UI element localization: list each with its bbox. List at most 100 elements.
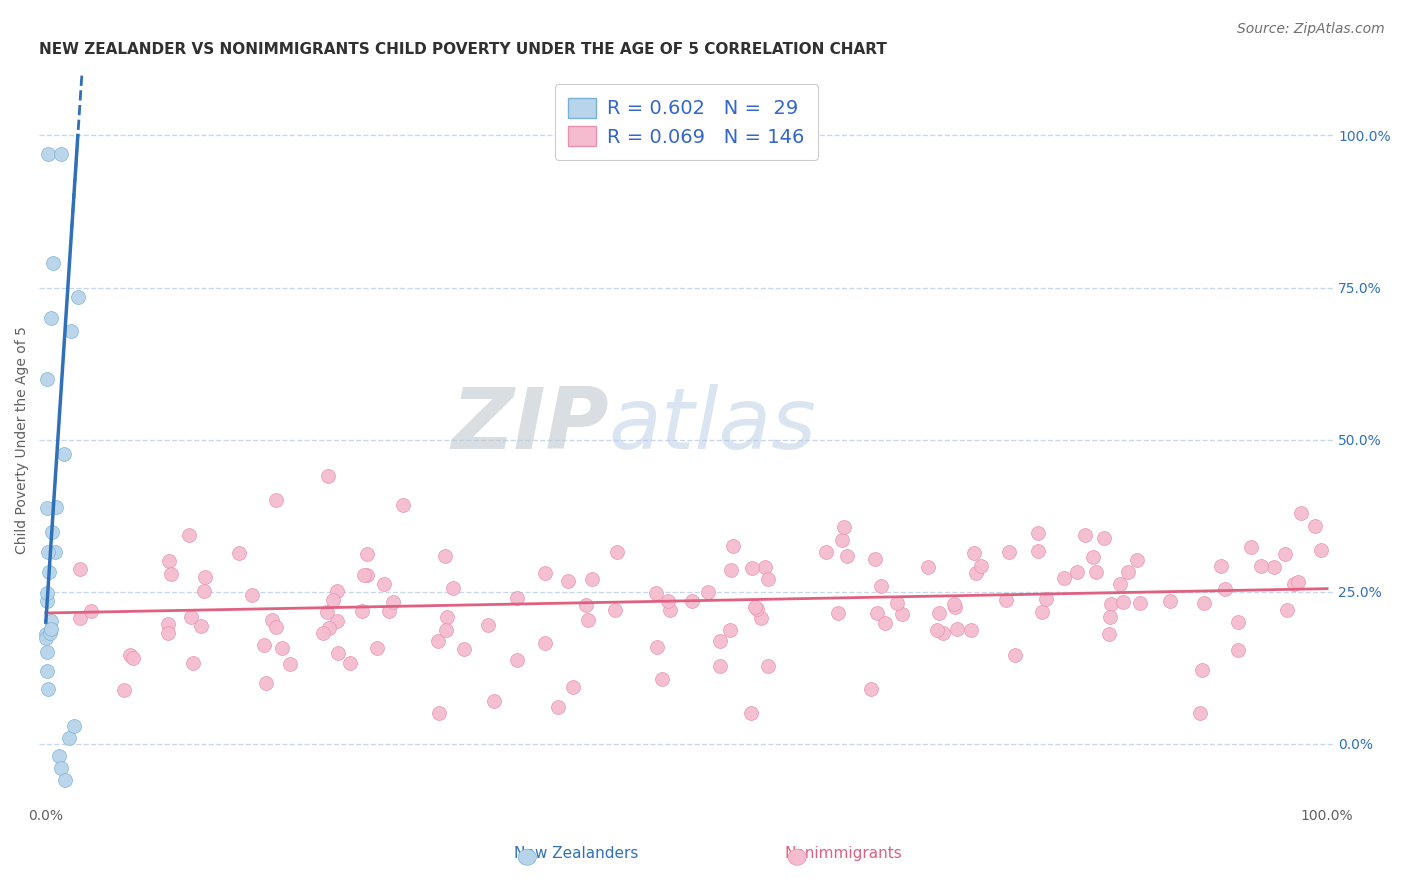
Point [240, 588, 263, 602]
Point [48, 748, 70, 763]
Point [60, 324, 83, 338]
Point [931, 625, 953, 640]
Point [53, 773, 76, 788]
Text: atlas: atlas [609, 384, 817, 467]
Point [1305, 519, 1327, 533]
Point [1098, 610, 1121, 624]
Point [534, 636, 557, 650]
Point [740, 706, 762, 721]
Point [453, 641, 475, 656]
Point [943, 597, 966, 611]
Point [749, 611, 772, 625]
Point [45, 500, 67, 514]
Point [353, 568, 375, 582]
Point [156, 616, 179, 631]
Point [886, 596, 908, 610]
Point [312, 626, 335, 640]
Point [194, 570, 217, 584]
Point [1213, 582, 1236, 596]
Point [651, 672, 673, 686]
Point [1159, 593, 1181, 607]
Point [392, 499, 415, 513]
Point [1194, 596, 1216, 610]
Point [998, 545, 1021, 559]
Point [1053, 571, 1076, 585]
Point [39, 614, 62, 628]
Point [1004, 648, 1026, 662]
Point [316, 469, 339, 483]
Point [927, 623, 949, 637]
Point [1081, 550, 1104, 565]
Point [58, 731, 80, 745]
Point [866, 606, 889, 620]
Point [326, 584, 349, 599]
Point [35, 501, 58, 516]
Point [1073, 528, 1095, 542]
Point [962, 546, 984, 560]
Point [434, 624, 457, 638]
Text: Source: ZipAtlas.com: Source: ZipAtlas.com [1237, 22, 1385, 37]
Point [1116, 566, 1139, 580]
Point [80, 604, 103, 618]
Point [1085, 566, 1108, 580]
Point [741, 561, 763, 575]
Point [157, 554, 180, 568]
Point [697, 585, 720, 599]
Point [995, 593, 1018, 607]
Point [659, 603, 682, 617]
Point [69, 562, 91, 576]
Point [112, 683, 135, 698]
Point [339, 657, 361, 671]
Point [946, 622, 969, 636]
Text: Nonimmigrants: Nonimmigrants [785, 847, 903, 861]
Point [38, 566, 60, 580]
Point [814, 545, 837, 559]
Point [709, 633, 731, 648]
Point [190, 619, 212, 633]
Legend: R = 0.602   N =  29, R = 0.069   N = 146: R = 0.602 N = 29, R = 0.069 N = 146 [555, 85, 818, 161]
Point [859, 682, 882, 697]
Point [121, 651, 143, 665]
Point [51, 146, 73, 161]
Point [35, 372, 58, 386]
Point [434, 549, 457, 563]
Point [645, 586, 668, 600]
Point [645, 640, 668, 655]
Point [890, 607, 912, 622]
Point [63, 718, 86, 732]
Point [720, 563, 742, 577]
Point [66, 290, 89, 304]
Point [1310, 542, 1333, 557]
Point [436, 609, 458, 624]
Point [377, 604, 399, 618]
Point [1191, 663, 1213, 677]
Point [576, 613, 599, 627]
Point [1286, 574, 1309, 589]
Point [875, 615, 897, 630]
Point [266, 493, 288, 508]
Point [253, 638, 276, 652]
Point [557, 574, 579, 589]
Point [754, 560, 776, 574]
Text: NEW ZEALANDER VS NONIMMIGRANTS CHILD POVERTY UNDER THE AGE OF 5 CORRELATION CHAR: NEW ZEALANDER VS NONIMMIGRANTS CHILD POV… [39, 42, 887, 57]
Point [373, 577, 395, 591]
Point [69, 611, 91, 625]
Point [326, 614, 349, 628]
Point [382, 595, 405, 609]
Point [943, 599, 966, 614]
Point [681, 593, 703, 607]
Point [1099, 597, 1122, 611]
Y-axis label: Child Poverty Under the Age of 5: Child Poverty Under the Age of 5 [15, 326, 30, 554]
Point [159, 566, 181, 581]
Point [35, 626, 58, 640]
Point [35, 594, 58, 608]
Point [959, 623, 981, 637]
Text: ZIP: ZIP [451, 384, 609, 467]
Point [326, 646, 349, 660]
Point [427, 634, 450, 648]
Point [318, 621, 340, 635]
Text: New Zealanders: New Zealanders [515, 847, 638, 861]
Point [709, 658, 731, 673]
Point [1035, 591, 1057, 606]
Point [832, 519, 855, 533]
